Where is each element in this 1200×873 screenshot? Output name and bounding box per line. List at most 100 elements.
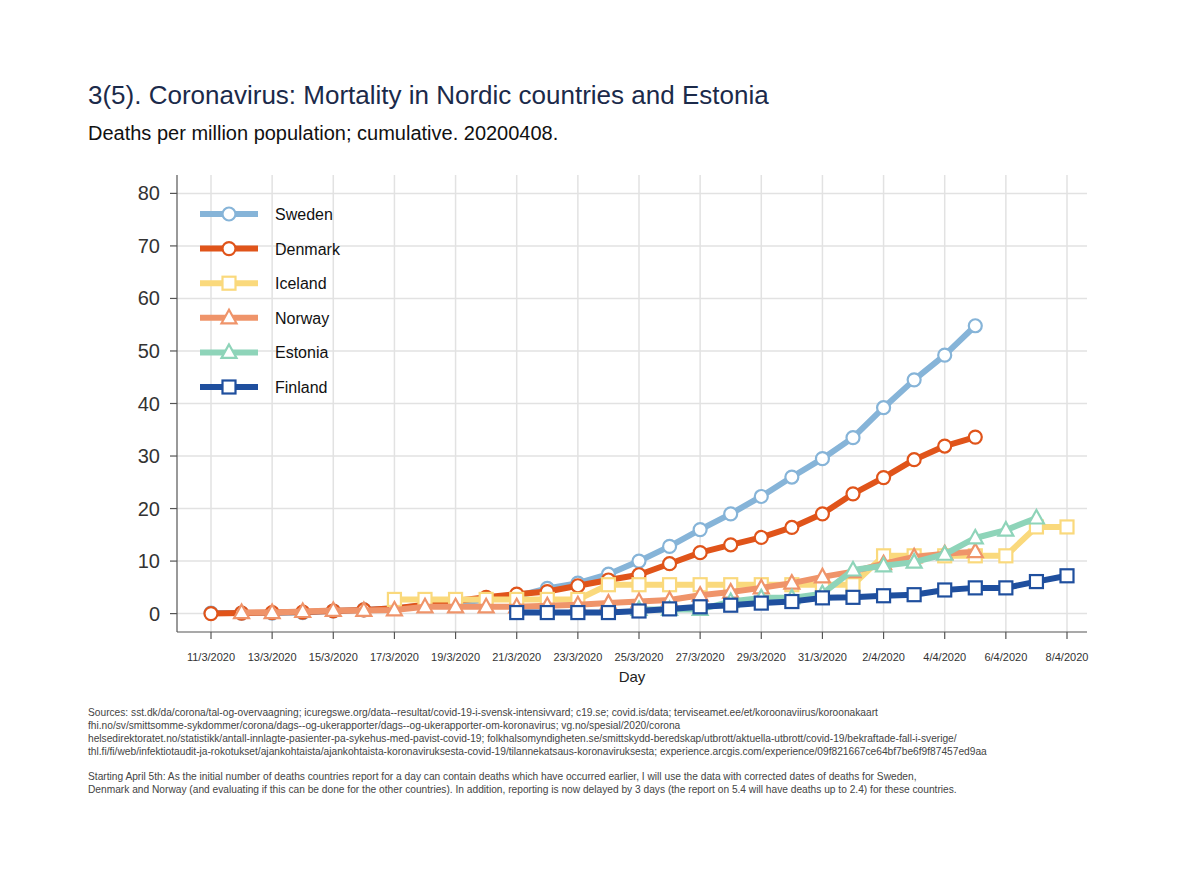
x-grid-line bbox=[761, 175, 763, 632]
y-grid-line bbox=[177, 455, 1087, 457]
legend-marker bbox=[222, 344, 237, 358]
x-tick-label: 17/3/2020 bbox=[370, 651, 419, 663]
data-point bbox=[968, 544, 983, 558]
y-grid-line bbox=[177, 508, 1087, 510]
data-point bbox=[846, 562, 861, 576]
data-point bbox=[510, 606, 523, 619]
data-point bbox=[755, 490, 768, 503]
data-point bbox=[938, 583, 951, 596]
data-point bbox=[908, 373, 921, 386]
data-point bbox=[663, 540, 676, 553]
y-tick-label: 30 bbox=[138, 445, 160, 467]
data-point bbox=[694, 546, 707, 559]
data-point bbox=[295, 604, 310, 618]
x-tick-label: 11/3/2020 bbox=[187, 651, 235, 663]
legend-label: Norway bbox=[275, 310, 329, 327]
series-5 bbox=[510, 569, 1073, 619]
x-tick bbox=[822, 632, 823, 639]
y-tick bbox=[170, 560, 177, 561]
data-point bbox=[877, 401, 890, 414]
data-point bbox=[633, 578, 646, 591]
x-grid-line bbox=[1005, 175, 1007, 632]
x-tick bbox=[455, 632, 456, 639]
x-tick-label: 31/3/2020 bbox=[798, 651, 847, 663]
data-point bbox=[908, 588, 921, 601]
x-tick-label: 19/3/2020 bbox=[431, 651, 480, 663]
data-point bbox=[785, 471, 798, 484]
data-point bbox=[785, 595, 798, 608]
data-point bbox=[1030, 575, 1043, 588]
data-point bbox=[724, 538, 737, 551]
data-point bbox=[479, 599, 494, 613]
data-point bbox=[938, 349, 951, 362]
data-point bbox=[968, 530, 983, 544]
y-tick bbox=[170, 508, 177, 509]
x-tick bbox=[761, 632, 762, 639]
data-point bbox=[602, 606, 615, 619]
x-axis-label: Day bbox=[619, 668, 646, 685]
y-tick-label: 70 bbox=[138, 235, 160, 257]
x-tick-label: 2/4/2020 bbox=[862, 651, 905, 663]
x-grid-line bbox=[699, 175, 701, 632]
y-tick-label: 50 bbox=[138, 340, 160, 362]
x-grid-line bbox=[271, 175, 273, 632]
data-point bbox=[847, 578, 860, 591]
data-point bbox=[205, 607, 218, 620]
x-axis-line bbox=[177, 631, 1087, 632]
legend-label: Denmark bbox=[275, 241, 341, 258]
y-tick-label: 0 bbox=[149, 603, 160, 625]
x-tick-label: 23/3/2020 bbox=[553, 651, 602, 663]
annotation: Sources: sst.dk/da/corona/tal-og-overvaa… bbox=[88, 707, 878, 718]
data-point bbox=[784, 575, 799, 589]
x-tick bbox=[700, 632, 701, 639]
x-tick bbox=[883, 632, 884, 639]
data-point bbox=[693, 587, 708, 601]
y-tick-label: 60 bbox=[138, 287, 160, 309]
x-grid-line bbox=[822, 175, 824, 632]
data-point bbox=[357, 603, 370, 616]
data-point bbox=[847, 591, 860, 604]
data-point bbox=[633, 604, 646, 617]
data-point bbox=[694, 523, 707, 536]
data-point bbox=[356, 602, 371, 616]
data-point bbox=[418, 599, 433, 613]
data-point bbox=[1061, 520, 1074, 533]
x-tick-label: 21/3/2020 bbox=[492, 651, 541, 663]
x-grid-line bbox=[577, 175, 579, 632]
data-point bbox=[815, 569, 830, 583]
background bbox=[0, 0, 1200, 873]
data-point bbox=[847, 431, 860, 444]
x-tick-label: 6/4/2020 bbox=[984, 651, 1027, 663]
data-point bbox=[816, 591, 829, 604]
data-point bbox=[662, 601, 677, 615]
data-point bbox=[1029, 510, 1044, 524]
data-point bbox=[387, 602, 402, 616]
y-grid-line bbox=[177, 403, 1087, 405]
grid bbox=[177, 175, 1087, 632]
series-line bbox=[242, 552, 976, 613]
data-point bbox=[663, 557, 676, 570]
y-tick bbox=[170, 193, 177, 194]
x-tick bbox=[210, 632, 211, 639]
data-point bbox=[908, 453, 921, 466]
data-point bbox=[724, 507, 737, 520]
y-tick bbox=[170, 455, 177, 456]
plot-area bbox=[205, 319, 1074, 620]
data-point bbox=[755, 597, 768, 610]
data-point bbox=[357, 603, 370, 616]
data-point bbox=[785, 521, 798, 534]
series-3 bbox=[234, 544, 983, 618]
x-grid-line bbox=[394, 175, 396, 632]
y-tick bbox=[170, 403, 177, 404]
data-point bbox=[326, 602, 341, 616]
x-grid-line bbox=[455, 175, 457, 632]
x-tick-label: 29/3/2020 bbox=[737, 651, 786, 663]
legend-label: Finland bbox=[275, 379, 327, 396]
legend-label: Sweden bbox=[275, 206, 333, 223]
annotation: Denmark and Norway (and evaluating if th… bbox=[88, 784, 957, 795]
x-tick bbox=[577, 632, 578, 639]
data-point bbox=[969, 431, 982, 444]
y-grid-line bbox=[177, 298, 1087, 300]
x-tick bbox=[638, 632, 639, 639]
data-point bbox=[876, 558, 891, 572]
